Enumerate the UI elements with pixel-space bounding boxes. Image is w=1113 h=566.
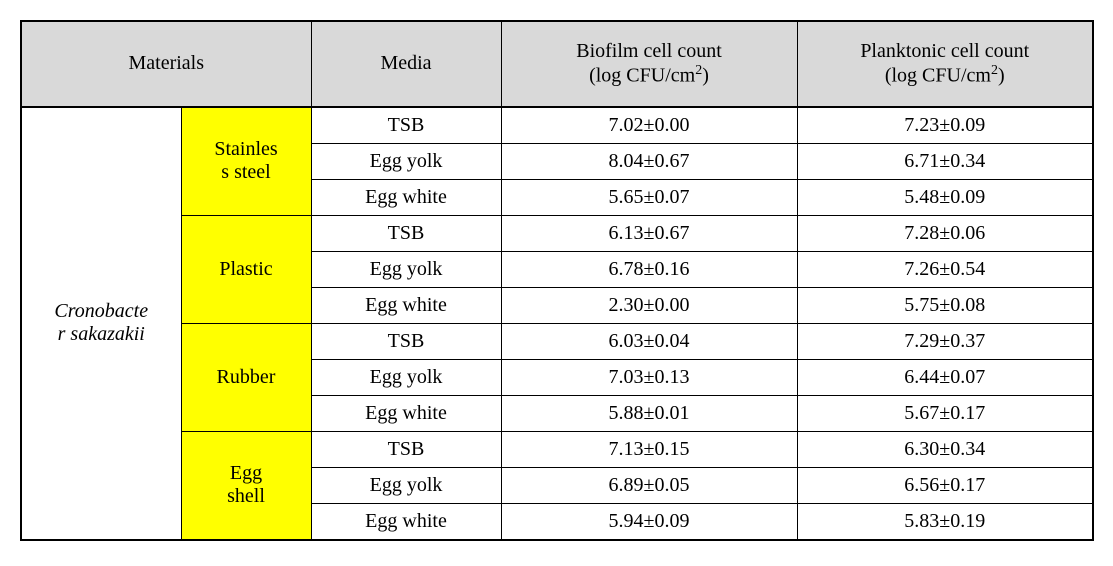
header-biofilm: Biofilm cell count(log CFU/cm2) [501,21,797,107]
material-stainless-steel: Stainles s steel [181,107,311,216]
material-plastic: Plastic [181,215,311,323]
organism-line1: Cronobacte [54,300,148,322]
material-label-line1: Stainles [214,138,277,160]
data-table-wrapper: Materials Media Biofilm cell count(log C… [20,20,1093,541]
table-header: Materials Media Biofilm cell count(log C… [21,21,1093,107]
media-cell: TSB [311,431,501,467]
biofilm-cell: 7.03±0.13 [501,359,797,395]
biofilm-cell: 7.13±0.15 [501,431,797,467]
planktonic-cell: 5.75±0.08 [797,287,1093,323]
planktonic-cell: 6.56±0.17 [797,467,1093,503]
material-label-line2: s steel [221,161,270,183]
planktonic-cell: 7.23±0.09 [797,107,1093,144]
planktonic-cell: 6.71±0.34 [797,143,1093,179]
biofilm-cell: 6.78±0.16 [501,251,797,287]
organism-cell: Cronobacte r sakazakii [21,107,181,540]
biofilm-cell: 7.02±0.00 [501,107,797,144]
planktonic-cell: 5.83±0.19 [797,503,1093,540]
material-label-line1: Egg [230,462,262,484]
biofilm-cell: 6.89±0.05 [501,467,797,503]
organism-line2: r sakazakii [58,323,145,345]
media-cell: Egg white [311,395,501,431]
table-row: Rubber TSB 6.03±0.04 7.29±0.37 [21,323,1093,359]
header-media: Media [311,21,501,107]
biofilm-cell: 5.88±0.01 [501,395,797,431]
biofilm-cell: 8.04±0.67 [501,143,797,179]
media-cell: Egg white [311,503,501,540]
table-row: Cronobacte r sakazakii Stainles s steel … [21,107,1093,144]
material-egg-shell: Egg shell [181,431,311,540]
header-planktonic: Planktonic cell count(log CFU/cm2) [797,21,1093,107]
media-cell: TSB [311,215,501,251]
biofilm-cell: 2.30±0.00 [501,287,797,323]
header-materials: Materials [21,21,311,107]
biofilm-cell: 5.94±0.09 [501,503,797,540]
table-row: Egg shell TSB 7.13±0.15 6.30±0.34 [21,431,1093,467]
table-body: Cronobacte r sakazakii Stainles s steel … [21,107,1093,540]
biofilm-cell: 6.03±0.04 [501,323,797,359]
media-cell: Egg yolk [311,251,501,287]
cell-count-table: Materials Media Biofilm cell count(log C… [20,20,1094,541]
media-cell: TSB [311,107,501,144]
planktonic-cell: 7.28±0.06 [797,215,1093,251]
biofilm-cell: 5.65±0.07 [501,179,797,215]
planktonic-cell: 6.44±0.07 [797,359,1093,395]
material-rubber: Rubber [181,323,311,431]
media-cell: TSB [311,323,501,359]
material-label-line2: shell [227,485,265,507]
planktonic-cell: 7.26±0.54 [797,251,1093,287]
table-row: Plastic TSB 6.13±0.67 7.28±0.06 [21,215,1093,251]
biofilm-cell: 6.13±0.67 [501,215,797,251]
planktonic-cell: 5.48±0.09 [797,179,1093,215]
media-cell: Egg yolk [311,359,501,395]
planktonic-cell: 6.30±0.34 [797,431,1093,467]
planktonic-cell: 7.29±0.37 [797,323,1093,359]
media-cell: Egg white [311,179,501,215]
media-cell: Egg white [311,287,501,323]
planktonic-cell: 5.67±0.17 [797,395,1093,431]
media-cell: Egg yolk [311,143,501,179]
media-cell: Egg yolk [311,467,501,503]
